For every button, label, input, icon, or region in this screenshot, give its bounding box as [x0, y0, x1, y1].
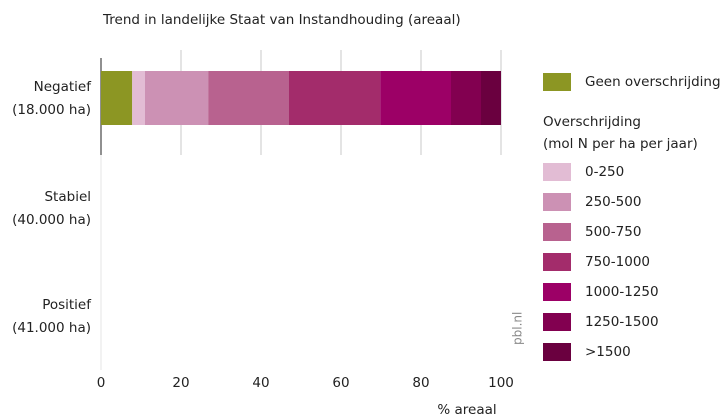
x-tick-label: 0 — [97, 375, 106, 391]
bar-segment — [481, 71, 501, 125]
legend-swatch — [543, 163, 571, 181]
legend-swatch — [543, 193, 571, 211]
x-tick-label: 40 — [252, 375, 269, 391]
bar-segment — [289, 71, 381, 125]
legend-label: 1000-1250 — [585, 284, 659, 300]
y-tick-label: Stabiel — [44, 189, 91, 205]
legend-swatch — [543, 343, 571, 361]
legend-label: 750-1000 — [585, 254, 650, 270]
bar-segment — [380, 71, 451, 125]
legend-label: 0-250 — [585, 164, 624, 180]
legend-label: Geen overschrijding — [585, 74, 721, 90]
legend-swatch — [543, 313, 571, 331]
legend-label: >1500 — [585, 344, 631, 360]
chart-title: Trend in landelijke Staat van Instandhou… — [102, 12, 461, 28]
legend-swatch — [543, 73, 571, 91]
x-tick-label: 80 — [412, 375, 429, 391]
x-tick-label: 20 — [172, 375, 189, 391]
y-tick-label: Positief — [42, 297, 92, 313]
legend-label: 500-750 — [585, 224, 641, 240]
y-tick-label: (41.000 ha) — [12, 320, 91, 336]
bar-segment — [208, 71, 289, 125]
y-tick-label: (18.000 ha) — [12, 102, 91, 118]
x-axis-label: % areaal — [437, 402, 496, 418]
legend-label: 1250-1500 — [585, 314, 659, 330]
legend-title: (mol N per ha per jaar) — [543, 136, 698, 152]
bar-segment — [145, 71, 209, 125]
x-tick-label: 60 — [332, 375, 349, 391]
watermark: pbl.nl — [511, 312, 525, 345]
legend-swatch — [543, 223, 571, 241]
y-tick-label: (40.000 ha) — [12, 212, 91, 228]
bar-segment — [132, 71, 145, 125]
bar-segment — [451, 71, 481, 125]
legend-label: 250-500 — [585, 194, 641, 210]
x-tick-label: 100 — [488, 375, 514, 391]
legend-swatch — [543, 283, 571, 301]
y-tick-label: Negatief — [34, 79, 93, 95]
bar-segment — [101, 71, 133, 125]
legend-title: Overschrijding — [543, 114, 641, 130]
legend-swatch — [543, 253, 571, 271]
